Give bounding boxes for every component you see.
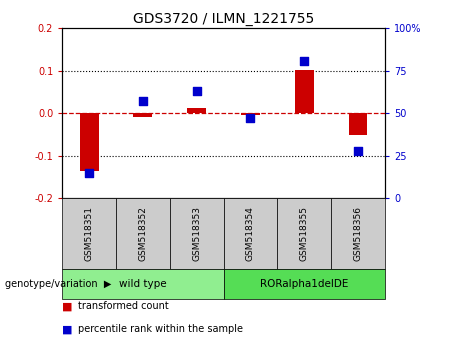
Point (301, 58, 308, 63)
Bar (241, 113, 260, 115)
Bar (134, 113, 152, 117)
Point (193, 88, 201, 94)
Bar (295, 69, 313, 113)
Text: ■: ■ (62, 301, 73, 311)
Text: ■: ■ (62, 324, 73, 334)
Point (85, 170, 93, 176)
Bar (80, 113, 99, 171)
Point (355, 148, 362, 154)
Text: genotype/variation  ▶: genotype/variation ▶ (5, 279, 111, 289)
Text: GSM518355: GSM518355 (300, 206, 309, 261)
Text: GSM518352: GSM518352 (138, 206, 148, 261)
Text: wild type: wild type (119, 279, 167, 289)
Text: percentile rank within the sample: percentile rank within the sample (78, 324, 243, 334)
Point (247, 115, 254, 121)
Text: RORalpha1delDE: RORalpha1delDE (260, 279, 349, 289)
Bar (349, 113, 367, 135)
Text: GSM518351: GSM518351 (85, 206, 94, 261)
Title: GDS3720 / ILMN_1221755: GDS3720 / ILMN_1221755 (133, 12, 314, 26)
Text: GSM518353: GSM518353 (192, 206, 201, 261)
Point (139, 98, 147, 104)
Text: GSM518356: GSM518356 (354, 206, 362, 261)
Text: transformed count: transformed count (78, 301, 169, 311)
Bar (187, 108, 206, 113)
Text: GSM518354: GSM518354 (246, 206, 255, 261)
